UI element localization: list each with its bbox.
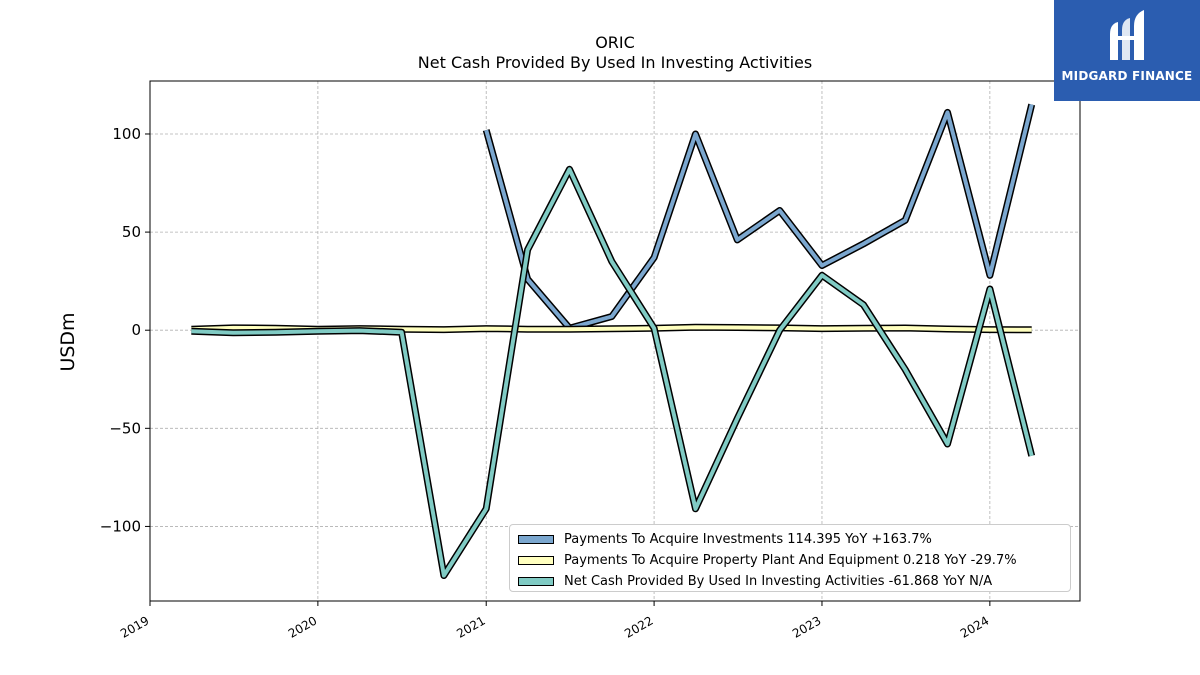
y-axis-label: USDm (57, 312, 79, 372)
chart-subtitle: Net Cash Provided By Used In Investing A… (417, 53, 813, 72)
y-tick-label: −100 (100, 517, 141, 535)
x-tick-label: 2019 (118, 613, 151, 640)
plot-background (150, 81, 1080, 601)
series-lines (191, 103, 1036, 579)
x-tick-label: 2023 (790, 613, 823, 640)
legend-label: Payments To Acquire Investments 114.395 … (564, 532, 932, 547)
x-tick-label: 2021 (454, 613, 487, 640)
y-tick-label: 50 (122, 223, 141, 241)
legend-item: Net Cash Provided By Used In Investing A… (518, 571, 1062, 592)
legend-label: Net Cash Provided By Used In Investing A… (564, 574, 993, 589)
x-tick-label: 2024 (958, 613, 991, 640)
x-tick-label: 2022 (622, 613, 655, 640)
legend-swatch (518, 535, 554, 544)
legend-swatch (518, 556, 554, 565)
brand-logo: MIDGARD FINANCE (1054, 0, 1200, 101)
y-tick-label: 0 (131, 321, 141, 339)
y-tick-label: 100 (112, 125, 141, 143)
plot-frame (149, 80, 1081, 602)
legend-swatch (518, 577, 554, 586)
logo-mark-icon (1110, 10, 1144, 60)
legend-item: Payments To Acquire Investments 114.395 … (518, 529, 1062, 550)
legend-item: Payments To Acquire Property Plant And E… (518, 550, 1062, 571)
legend-label: Payments To Acquire Property Plant And E… (564, 553, 1017, 568)
chart-legend: Payments To Acquire Investments 114.395 … (509, 524, 1071, 592)
chart-title: ORIC (595, 33, 635, 52)
series-line (191, 167, 1034, 578)
x-tick-label: 2020 (286, 613, 319, 640)
y-tick-label: −50 (109, 419, 141, 437)
logo-text: MIDGARD FINANCE (1061, 69, 1193, 83)
